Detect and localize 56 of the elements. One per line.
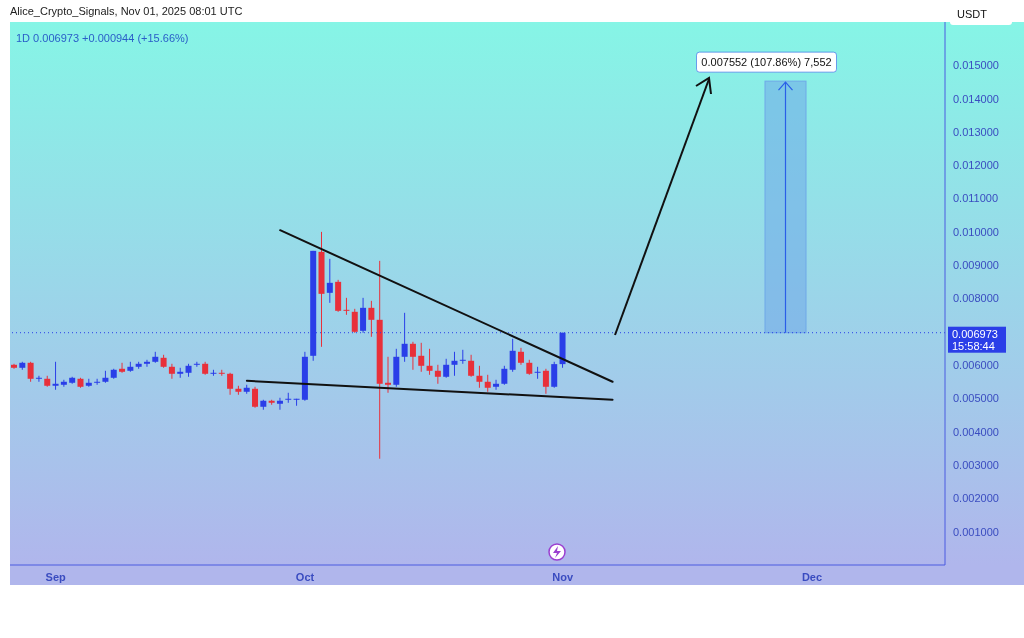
y-tick-label: 0.005000 (953, 392, 999, 405)
candlestick (52, 361, 59, 391)
candlestick (27, 361, 34, 383)
candlestick (227, 372, 234, 396)
candlestick (285, 392, 292, 404)
y-axis-title: USDT (957, 8, 988, 20)
candlestick (443, 358, 450, 379)
candlestick (501, 365, 508, 386)
candlestick (168, 363, 175, 380)
text: 1D 0.006973 +0.000944 (+15.66%) (16, 32, 189, 44)
y-tick-label: 0.012000 (953, 159, 999, 172)
x-tick-label: Nov (552, 570, 574, 583)
y-tick-label: 0.013000 (953, 125, 999, 138)
x-tick-label: Oct (295, 570, 315, 583)
band-label: 0.007552 (107.86%) 7,552 (701, 56, 832, 69)
x-tick-label: Sep (45, 570, 67, 583)
y-tick-label: 0.002000 (953, 492, 999, 505)
candlestick (343, 297, 350, 316)
candlestick (143, 359, 150, 368)
candlestick (509, 338, 516, 373)
candlestick (468, 354, 475, 378)
y-tick-label: 0.011000 (953, 192, 999, 205)
candlestick (451, 351, 458, 377)
ref-line-label: 0.006973 (952, 327, 998, 340)
candlestick (94, 378, 101, 386)
y-tick-label: 0.006000 (953, 359, 999, 372)
candlestick (276, 397, 283, 411)
candlestick (385, 356, 391, 394)
x-tick-label: Dec (801, 570, 823, 583)
candlestick (35, 375, 42, 383)
candlestick (542, 368, 549, 395)
y-tick-label: 0.010000 (953, 225, 999, 238)
candlestick (551, 361, 558, 389)
y-tick-label: 0.009000 (953, 259, 999, 272)
candlestick (418, 342, 425, 373)
candlestick (493, 379, 500, 391)
y-tick-label: 0.008000 (953, 292, 999, 305)
candlestick (368, 300, 375, 338)
candlestick (351, 308, 358, 334)
candlestick (426, 348, 433, 376)
candlestick (476, 365, 483, 389)
candlestick (534, 366, 541, 380)
candlestick (60, 379, 67, 388)
y-tick-label: 0.015000 (953, 59, 999, 72)
y-tick-label: 0.001000 (953, 525, 999, 538)
y-tick-label: 0.004000 (953, 425, 999, 438)
chart-title: Alice_Crypto_Signals, Nov 01, 2025 08:01 UTC (10, 5, 243, 17)
candlestick (252, 386, 259, 409)
candlestick (119, 362, 126, 374)
y-tick-label: 0.014000 (953, 92, 999, 105)
y-tick-label: 0.003000 (953, 458, 999, 471)
candlestick (434, 364, 441, 385)
text: 15:58:44 (952, 339, 995, 352)
candlestick (459, 349, 466, 365)
candlestick (409, 341, 416, 371)
candlestick (326, 258, 333, 304)
